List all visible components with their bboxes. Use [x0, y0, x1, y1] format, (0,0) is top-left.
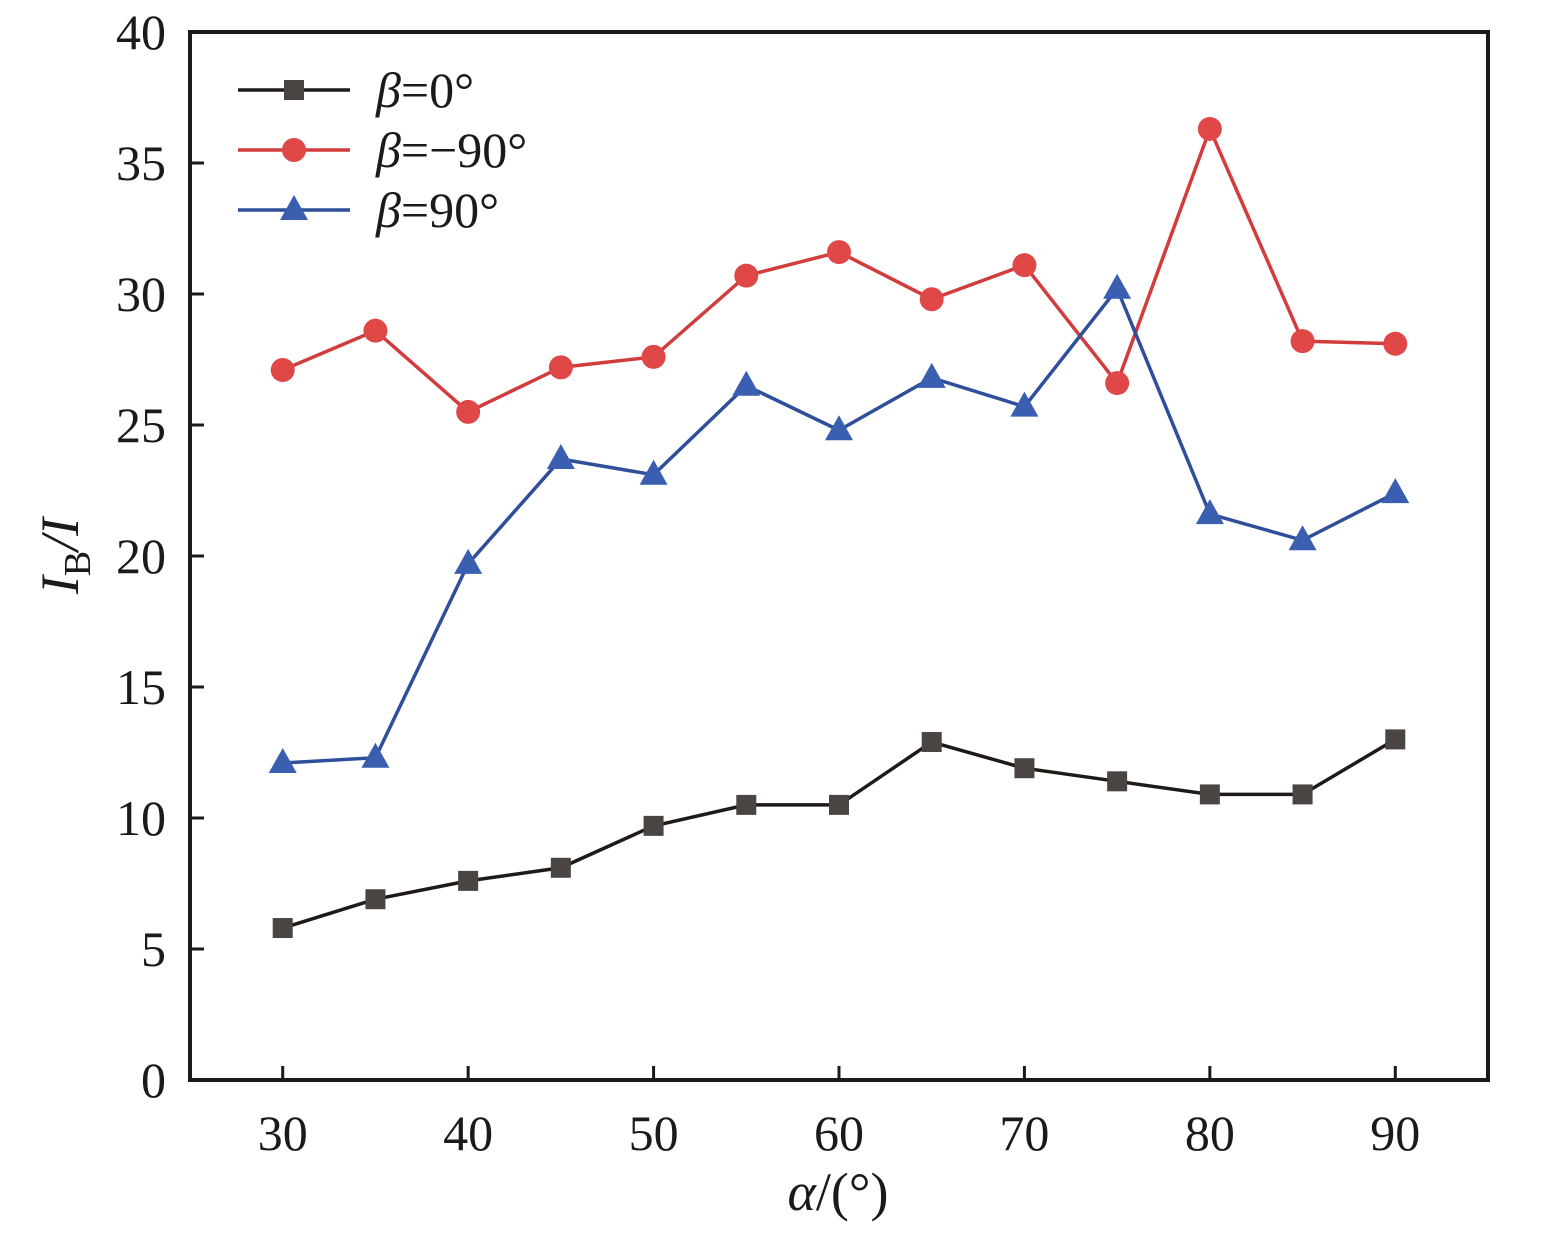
legend-label-value: =−90°: [401, 122, 527, 178]
x-axis-label-unit: /(°): [816, 1162, 889, 1222]
y-axis-label-subscript: B: [57, 551, 99, 576]
x-axis: 30 40 50 60 70 80 90: [258, 1066, 1420, 1161]
data-point: [361, 742, 390, 768]
legend-label: β=90°: [375, 182, 499, 238]
y-axis-label: IB/I: [30, 515, 99, 595]
y-axis: 0 5 10 15 20 25 30 35 40: [116, 4, 204, 1108]
legend-item: β=−90°: [238, 122, 527, 178]
data-point: [827, 240, 851, 265]
data-point: [1012, 253, 1037, 278]
series-layer: [268, 116, 1410, 939]
legend-swatch-marker: [280, 195, 308, 220]
data-point: [1197, 116, 1222, 141]
data-point: [734, 263, 759, 288]
data-point: [548, 355, 573, 380]
data-point: [919, 287, 944, 312]
x-axis-label: α/(°): [788, 1162, 889, 1222]
x-tick-label: 60: [814, 1105, 864, 1161]
data-point: [732, 370, 761, 396]
data-point: [456, 399, 481, 424]
y-tick-label: 15: [116, 659, 166, 715]
data-point: [458, 870, 479, 891]
legend: β=0°β=−90°β=90°: [238, 62, 527, 238]
x-tick-label: 30: [258, 1105, 308, 1161]
data-point: [1292, 784, 1313, 805]
data-point: [643, 815, 664, 836]
legend-label-symbol: β: [375, 122, 401, 178]
series-1: [272, 729, 1406, 939]
data-point: [1199, 784, 1220, 805]
legend-label-value: =0°: [401, 62, 474, 118]
y-tick-label: 25: [116, 397, 166, 453]
x-tick-label: 70: [999, 1105, 1049, 1161]
series-line: [282, 285, 1397, 765]
data-point: [550, 857, 571, 878]
data-point: [736, 794, 757, 815]
legend-label-symbol: β: [375, 62, 401, 118]
y-axis-label-symbol: I: [30, 573, 90, 595]
data-point: [268, 747, 297, 773]
data-point: [639, 459, 668, 485]
series-line: [282, 737, 1397, 930]
data-point: [1103, 273, 1132, 299]
legend-label-value: =90°: [401, 182, 499, 238]
x-tick-label: 80: [1185, 1105, 1235, 1161]
data-point: [270, 357, 295, 382]
data-point: [825, 415, 853, 441]
y-tick-label: 20: [116, 528, 166, 584]
data-point: [641, 344, 666, 369]
data-point: [917, 362, 946, 388]
legend-label-symbol: β: [375, 182, 401, 238]
data-point: [363, 318, 388, 343]
data-point: [1195, 499, 1224, 525]
data-point: [1288, 525, 1317, 551]
data-point: [454, 548, 483, 574]
legend-item: β=0°: [238, 62, 474, 118]
data-point: [1385, 729, 1406, 750]
x-tick-label: 50: [629, 1105, 679, 1161]
y-tick-label: 0: [141, 1052, 166, 1108]
legend-swatch-marker: [284, 80, 304, 100]
data-point: [829, 794, 849, 815]
data-point: [1381, 478, 1410, 504]
y-tick-label: 10: [116, 790, 166, 846]
data-point: [1014, 758, 1035, 779]
series-3: [268, 273, 1410, 773]
legend-item: β=90°: [238, 182, 499, 238]
data-point: [1105, 371, 1130, 396]
series-2: [270, 116, 1408, 424]
data-point: [546, 444, 575, 470]
x-tick-label: 90: [1370, 1105, 1420, 1161]
y-tick-label: 5: [141, 921, 166, 977]
y-tick-label: 30: [116, 266, 166, 322]
data-point: [1107, 771, 1128, 792]
y-tick-label: 40: [116, 4, 166, 60]
data-point: [1010, 391, 1039, 417]
legend-label: β=−90°: [375, 122, 527, 178]
data-point: [1290, 329, 1315, 354]
legend-label: β=0°: [375, 62, 474, 118]
data-point: [921, 732, 942, 753]
y-axis-label-rest: /I: [30, 515, 90, 554]
data-point: [365, 889, 386, 910]
x-tick-label: 40: [443, 1105, 493, 1161]
y-tick-label: 35: [116, 135, 166, 191]
legend-swatch-marker: [282, 138, 306, 162]
data-point: [272, 918, 293, 939]
x-axis-label-symbol: α: [788, 1162, 818, 1222]
data-point: [1383, 331, 1408, 356]
